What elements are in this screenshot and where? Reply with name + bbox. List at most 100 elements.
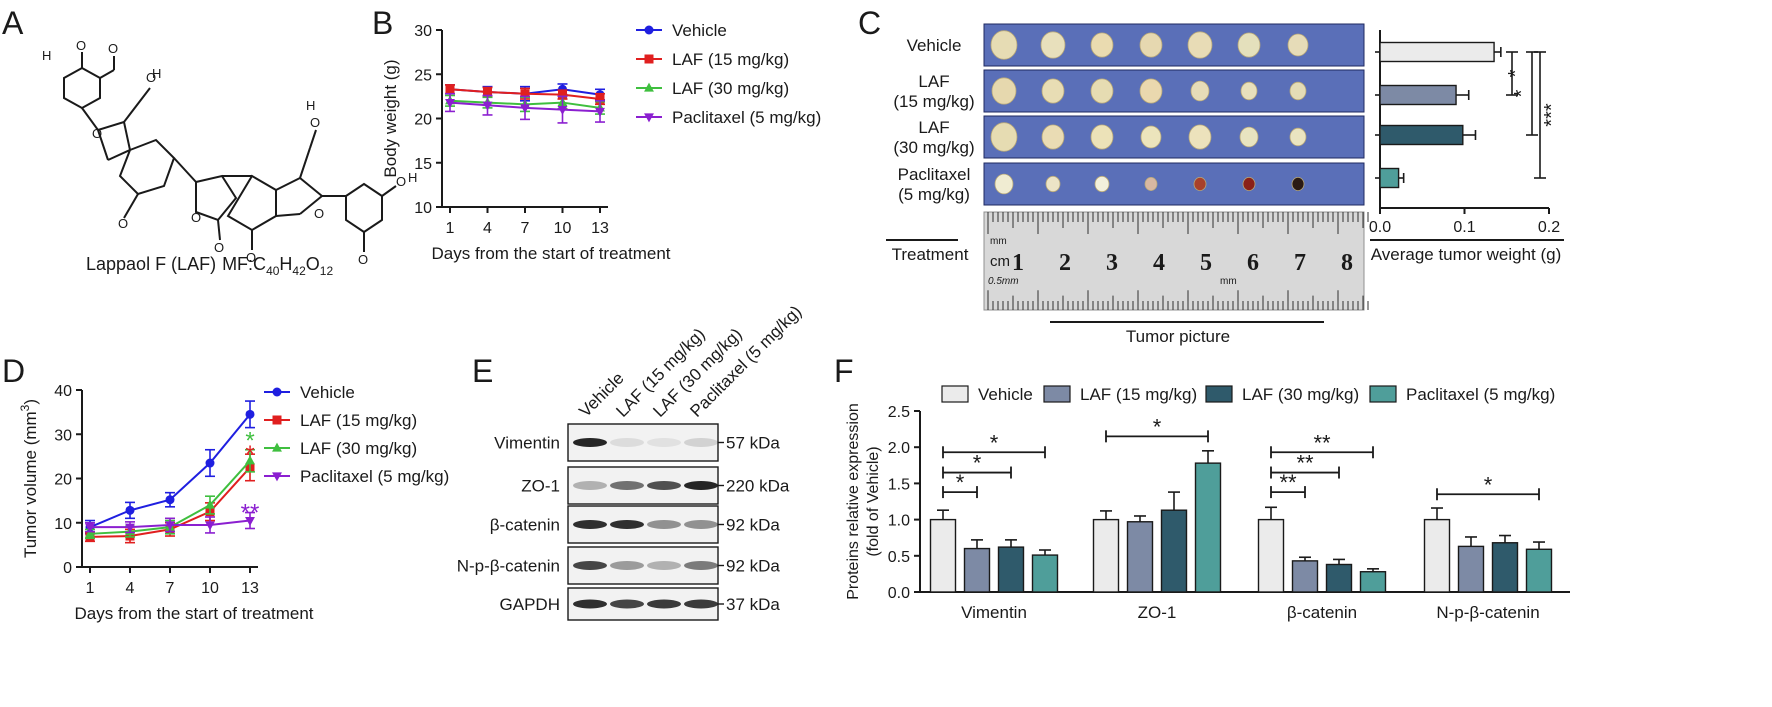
significance-marker: * xyxy=(245,441,254,468)
data-point xyxy=(557,106,568,116)
right-aromatic-ring xyxy=(345,182,383,234)
panel-letter-e: E xyxy=(472,353,493,389)
treatment-label: Treatment xyxy=(892,245,969,264)
ruler-number: 7 xyxy=(1294,250,1306,276)
legend-label: LAF (15 mg/kg) xyxy=(672,50,789,69)
blot-band xyxy=(573,438,607,447)
atom-o-12: O xyxy=(358,252,368,267)
blot-band xyxy=(610,599,644,609)
tumor-sample xyxy=(1187,31,1213,59)
series-0 xyxy=(85,400,255,535)
legend-swatch xyxy=(941,385,969,403)
protein-expression-chart: 0.0 0.5 1.0 1.5 2.0 2.5 Proteins relative expr… xyxy=(845,385,1570,622)
tumor-sample xyxy=(990,122,1018,152)
atom-o-1: O xyxy=(76,38,86,53)
ruler xyxy=(983,211,1365,311)
lactone-ring xyxy=(195,174,238,222)
legend-swatch xyxy=(1043,385,1071,403)
panel-a: A xyxy=(2,5,417,278)
y-tick-label: 0 xyxy=(63,560,72,577)
x-tick-label: 13 xyxy=(241,580,259,597)
series-1 xyxy=(445,84,605,106)
data-point xyxy=(205,458,215,468)
significance-marker: * xyxy=(245,428,254,455)
x-tick-label: 7 xyxy=(521,220,530,237)
atom-h-4: H xyxy=(408,170,417,185)
bar xyxy=(1291,560,1319,593)
legend-label: Paclitaxel (5 mg/kg) xyxy=(1406,385,1555,404)
tumor-sample xyxy=(1090,78,1114,104)
legend: Vehicle LAF (15 mg/kg) LAF (30 mg/kg) Pacli… xyxy=(264,383,449,486)
y-axis-label: Tumor volume (mm3) xyxy=(18,399,40,558)
tumor-sample xyxy=(1041,78,1065,104)
data-point xyxy=(483,87,492,97)
y-tick-label: 1.0 xyxy=(888,513,910,530)
atom-o-9: O xyxy=(310,115,320,130)
tumor-row-background xyxy=(983,115,1365,159)
x-axis-label: Days from the start of treatment xyxy=(74,604,313,623)
significance-label: * xyxy=(990,430,999,455)
ruler-number: 8 xyxy=(1341,250,1353,276)
tumor-sample xyxy=(1090,124,1114,150)
blot-band xyxy=(573,599,607,609)
legend-label: LAF (15 mg/kg) xyxy=(1080,385,1197,404)
bar xyxy=(997,546,1025,593)
ruler-number: 5 xyxy=(1200,250,1212,276)
legend: Vehicle LAF (15 mg/kg) LAF (30 mg/kg) Pacli… xyxy=(636,21,821,127)
legend-label: LAF (15 mg/kg) xyxy=(300,411,417,430)
significance-label: *** xyxy=(1541,103,1563,127)
category-label: β-catenin xyxy=(1287,603,1357,622)
atom-h-3: H xyxy=(306,98,315,113)
y-tick-label: 25 xyxy=(414,67,432,84)
bar xyxy=(1379,167,1400,189)
legend-label: Vehicle xyxy=(672,21,727,40)
legend-marker xyxy=(644,82,654,92)
ruler-unit-mm-2: mm xyxy=(1220,276,1237,287)
legend-label: Vehicle xyxy=(978,385,1033,404)
x-tick-label: 0.2 xyxy=(1538,219,1560,236)
protein-label: N-p-β-catenin xyxy=(457,557,560,576)
ruler-half-mm: 0.5mm xyxy=(988,276,1019,287)
data-point xyxy=(595,94,605,104)
blot-band xyxy=(684,481,718,490)
bar xyxy=(1379,84,1457,106)
tumor-sample xyxy=(1139,32,1163,58)
ruler-number: 6 xyxy=(1247,250,1259,276)
atom-o-8: O xyxy=(246,250,256,265)
size-label: 92 kDa xyxy=(726,557,780,576)
x-tick-label: 7 xyxy=(166,580,175,597)
size-label: 57 kDa xyxy=(726,434,780,453)
blot-band xyxy=(684,520,718,529)
bar xyxy=(1379,124,1464,146)
size-label: 220 kDa xyxy=(726,477,790,496)
legend-marker xyxy=(644,25,654,35)
data-point xyxy=(85,528,95,538)
legend-marker xyxy=(644,54,654,64)
atom-o-7: O xyxy=(214,240,224,255)
data-point xyxy=(520,89,530,99)
atom-o-6: O xyxy=(191,210,201,225)
data-point xyxy=(245,409,255,419)
y-tick-label: 2.0 xyxy=(888,440,910,457)
body-weight-chart: 10 15 20 25 30 1 4 7 10 13 Days from the start of … xyxy=(381,21,821,263)
group-label: (5 mg/kg) xyxy=(898,185,970,204)
blot-band xyxy=(647,520,681,529)
tumor-sample xyxy=(1188,124,1212,150)
data-point xyxy=(165,521,175,531)
category-label: ZO-1 xyxy=(1138,603,1177,622)
atom-o-2: O xyxy=(108,41,118,56)
legend-marker xyxy=(272,442,282,452)
blot-band xyxy=(610,520,644,529)
data-point xyxy=(445,84,455,94)
bar xyxy=(1325,563,1353,593)
bar xyxy=(1031,554,1059,593)
tumor-row-background xyxy=(983,69,1365,113)
blot-band xyxy=(573,561,607,570)
panel-letter-c: C xyxy=(858,5,881,41)
atom-h-2: H xyxy=(152,66,161,81)
data-point xyxy=(245,455,255,465)
category-label: N-p-β-catenin xyxy=(1436,603,1539,622)
